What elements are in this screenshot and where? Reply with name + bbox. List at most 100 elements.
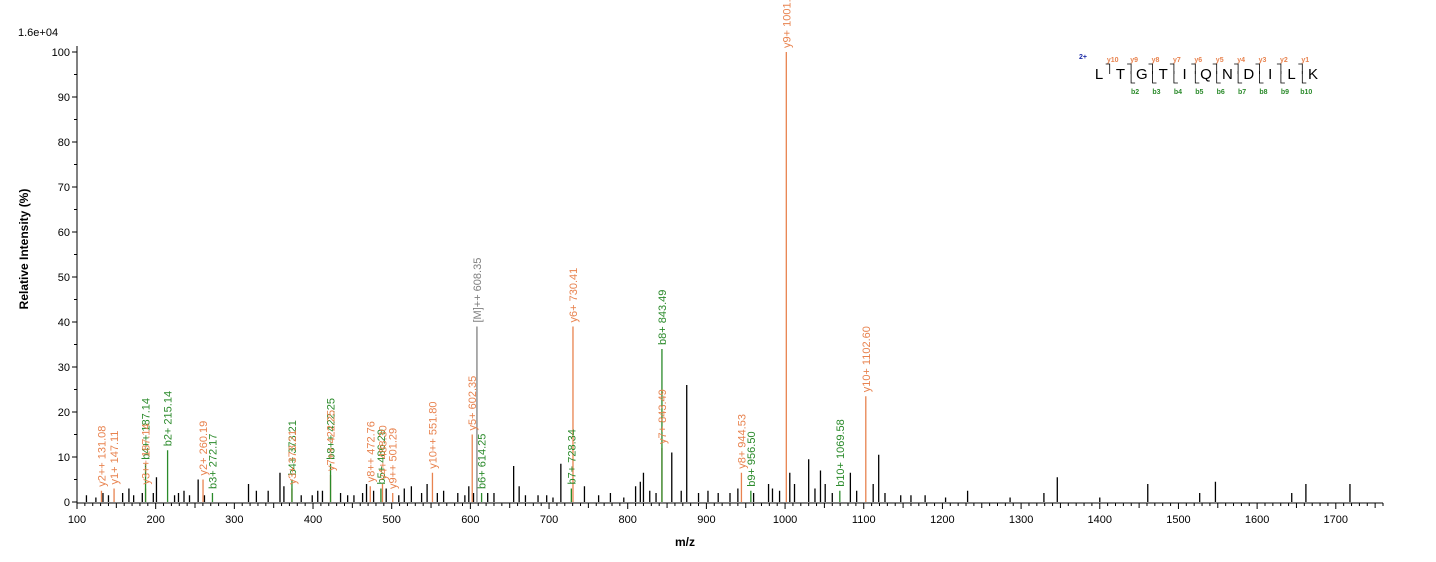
y-ion-marker-label: y10 xyxy=(1107,57,1119,64)
x-tick-label: 1600 xyxy=(1245,514,1269,526)
y-tick-label: 40 xyxy=(58,317,70,329)
x-tick-label: 200 xyxy=(146,514,164,526)
x-tick-label: 600 xyxy=(461,514,479,526)
peak-label: b9+ 956.50 xyxy=(746,431,758,486)
sequence-residue: Q xyxy=(1200,66,1212,83)
b-ion-marker-label: b3 xyxy=(1152,89,1160,96)
y-ion-marker-label: y8 xyxy=(1152,57,1160,64)
peak-label: b8++ 422.25 xyxy=(326,398,338,460)
sequence-residue: I xyxy=(1268,66,1272,83)
x-tick-label: 1300 xyxy=(1009,514,1033,526)
y-fragment-marker xyxy=(1105,63,1111,74)
peak-label: b2+ 215.14 xyxy=(163,391,175,446)
y-fragment-marker xyxy=(1255,63,1260,74)
y-ion-marker-label: y3 xyxy=(1259,57,1267,64)
b-fragment-marker xyxy=(1216,71,1221,84)
peak-label: [M]++ 608.35 xyxy=(472,258,484,323)
b-ion-marker-label: b2 xyxy=(1131,89,1139,96)
b-fragment-marker xyxy=(1130,71,1136,84)
y-tick-label: 100 xyxy=(52,47,70,59)
y-fragment-marker xyxy=(1298,63,1303,74)
peak-label: y9+ 1001.57 xyxy=(781,0,793,48)
sequence-residue: G xyxy=(1136,66,1148,83)
intensity-scale-label: 1.6e+04 xyxy=(18,27,58,39)
y-ion-marker-label: y7 xyxy=(1173,57,1181,64)
b-fragment-marker xyxy=(1152,71,1157,84)
y-tick-label: 50 xyxy=(58,272,70,284)
b-fragment-marker xyxy=(1280,71,1285,84)
peak-label: b6+ 614.25 xyxy=(477,434,489,489)
x-tick-label: 1700 xyxy=(1324,514,1348,526)
y-fragment-marker xyxy=(1169,63,1175,74)
sequence-residue: N xyxy=(1222,66,1233,83)
peak-label: y3++ 187.14 xyxy=(141,423,153,484)
peak-label: b4+ 373.21 xyxy=(287,420,299,475)
y-tick-label: 80 xyxy=(58,137,70,149)
x-tick-label: 1400 xyxy=(1088,514,1112,526)
b-ion-marker-label: b6 xyxy=(1217,89,1225,96)
y-ion-marker-label: y9 xyxy=(1130,57,1138,64)
y-fragment-marker xyxy=(1212,63,1218,74)
x-tick-label: 1100 xyxy=(852,514,876,526)
x-tick-label: 1200 xyxy=(930,514,954,526)
x-tick-label: 100 xyxy=(68,514,86,526)
sequence-residue: I xyxy=(1183,66,1187,83)
y-axis: 0 10 20 30 40 50 60 70 80 90 100 xyxy=(52,46,78,509)
peak-label: b10+ 1069.58 xyxy=(835,419,847,487)
y-tick-label: 0 xyxy=(64,497,70,509)
x-tick-label: 500 xyxy=(383,514,401,526)
y-fragment-marker xyxy=(1148,63,1153,74)
peak-label: y2+ 260.19 xyxy=(198,421,210,476)
b-ion-marker-label: b9 xyxy=(1281,89,1289,96)
y-tick-label: 60 xyxy=(58,227,70,239)
peak-label: b8+ 843.49 xyxy=(657,290,669,345)
x-tick-label: 1000 xyxy=(773,514,797,526)
y-tick-label: 30 xyxy=(58,362,70,374)
b-fragment-marker xyxy=(1173,71,1178,84)
sequence-residue: T xyxy=(1159,66,1168,83)
peak-label: b4++ 187.14 xyxy=(141,398,153,460)
x-tick-label: 1500 xyxy=(1166,514,1190,526)
y-tick-label: 70 xyxy=(58,182,70,194)
sequence-residue: K xyxy=(1308,66,1318,83)
peak-label: y4+ 488.30 xyxy=(378,425,390,480)
b-ion-marker-label: b5 xyxy=(1195,89,1203,96)
peak-label: y10++ 551.80 xyxy=(428,402,440,469)
y-ion-marker-label: y6 xyxy=(1194,57,1202,64)
b-ion-marker-label: b4 xyxy=(1174,89,1182,96)
y-fragment-marker xyxy=(1191,63,1196,74)
peak-label: b5+ 486.29 xyxy=(376,429,388,484)
y-ion-marker-label: y1 xyxy=(1301,57,1309,64)
peak-label: y6+ 730.41 xyxy=(568,268,580,323)
sequence-residue: D xyxy=(1243,66,1254,83)
b-ion-marker-label: b8 xyxy=(1259,89,1267,96)
y-fragment-marker xyxy=(1276,63,1282,74)
x-tick-label: 800 xyxy=(619,514,637,526)
x-axis: 100 200 300 400 500 600 700 800 900 1000 1100 1200 1… xyxy=(68,502,1384,526)
y-tick-label: 90 xyxy=(58,92,70,104)
peak-label: y10+ 1102.60 xyxy=(861,326,873,392)
y-ion-marker-label: y4 xyxy=(1237,57,1245,64)
peak-label: y9++ 501.29 xyxy=(388,428,400,489)
b-fragment-marker xyxy=(1194,71,1200,84)
b-ion-marker-label: b10 xyxy=(1300,89,1312,96)
b-ion-marker-label: b7 xyxy=(1238,89,1246,96)
y-fragment-marker xyxy=(1234,63,1239,74)
charge-state-label: 2+ xyxy=(1079,54,1087,61)
y-axis-title: Relative Intensity (%) xyxy=(17,189,31,310)
peak-label: y2++ 131.08 xyxy=(97,426,109,487)
y-ion-marker-label: y5 xyxy=(1216,57,1224,64)
peak-label: y8++ 472.76 xyxy=(365,421,377,482)
peak-label: b7+ 728.34 xyxy=(566,429,578,484)
y-tick-label: 10 xyxy=(58,452,70,464)
peak-label: b3+ 272.17 xyxy=(208,434,220,489)
sequence-residue: T xyxy=(1116,66,1125,83)
peak-label: y7+ 843.49 xyxy=(657,389,669,444)
y-ion-marker-label: y2 xyxy=(1280,57,1288,64)
b-fragment-marker xyxy=(1237,71,1243,84)
x-axis-title: m/z xyxy=(675,535,695,549)
peak-label: y1+ 147.11 xyxy=(109,431,121,485)
